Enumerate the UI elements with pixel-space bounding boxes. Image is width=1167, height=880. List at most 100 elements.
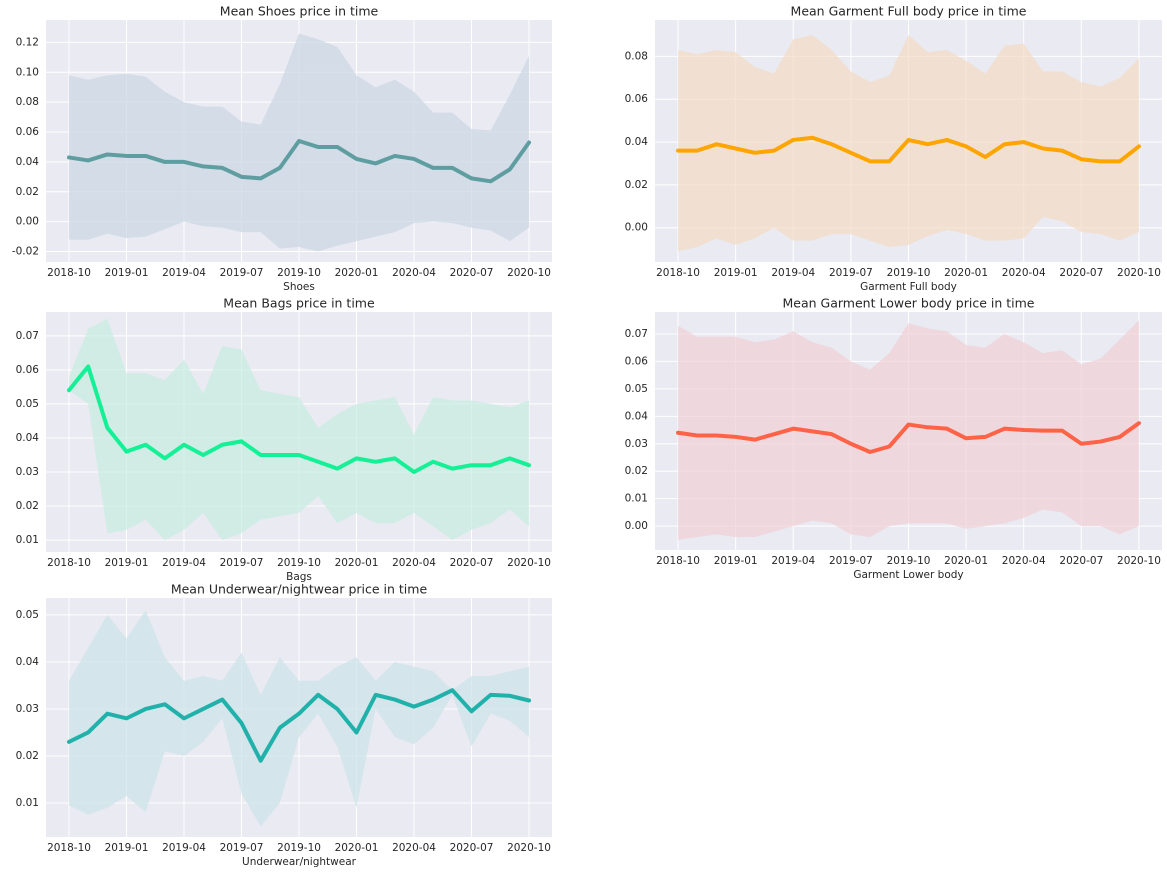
confidence-band: [69, 610, 529, 827]
y-tick-label: 0.08: [625, 50, 648, 62]
chart-title: Mean Shoes price in time: [220, 4, 379, 19]
x-tick-label: 2020-01: [944, 267, 988, 279]
y-tick-label: 0.02: [16, 186, 39, 198]
x-tick-label: 2018-10: [656, 267, 700, 279]
x-tick-label: 2020-07: [450, 557, 494, 569]
y-tick-label: 0.02: [16, 500, 39, 512]
x-tick-label: 2019-04: [771, 267, 815, 279]
x-tick-label: 2020-01: [335, 267, 379, 279]
confidence-band: [678, 320, 1139, 540]
y-tick-label: 0.05: [16, 609, 39, 621]
subplot: 0.00 0.01 0.02 0.03 0.04 0.05 0.06 0.07 2018-10 2…: [625, 296, 1162, 581]
y-tick-label: 0.00: [16, 216, 39, 228]
y-tick-label: 0.08: [16, 96, 39, 108]
subplot: 0.00 0.02 0.04 0.06 0.08 2018-10 2019-01 2019-0…: [625, 4, 1162, 293]
x-tick-label: 2018-10: [47, 267, 91, 279]
x-tick-label: 2019-04: [162, 557, 206, 569]
x-tick-label: 2019-07: [220, 557, 264, 569]
x-tick-label: 2019-10: [887, 267, 931, 279]
x-tick-label: 2020-01: [335, 557, 379, 569]
chart-title: Mean Underwear/nightwear price in time: [171, 582, 428, 597]
x-tick-label: 2019-07: [829, 267, 873, 279]
x-axis-label: Bags: [286, 571, 312, 583]
y-tick-label: 0.05: [16, 398, 39, 410]
y-tick-label: 0.05: [625, 383, 648, 395]
x-tick-label: 2018-10: [47, 842, 91, 854]
x-axis-label: Garment Full body: [860, 281, 957, 293]
chart-title: Mean Garment Full body price in time: [791, 4, 1027, 19]
x-tick-label: 2020-07: [450, 267, 494, 279]
x-tick-label: 2020-04: [392, 842, 436, 854]
x-tick-label: 2020-07: [450, 842, 494, 854]
y-tick-label: 0.06: [16, 364, 40, 376]
y-tick-label: 0.01: [625, 493, 648, 505]
y-tick-label: 0.07: [16, 330, 39, 342]
x-tick-label: 2019-07: [220, 267, 264, 279]
chart-title: Mean Garment Lower body price in time: [783, 296, 1035, 311]
x-tick-label: 2019-04: [162, 842, 206, 854]
x-axis-label: Shoes: [283, 281, 315, 293]
mean-line: [67, 139, 531, 184]
y-tick-label: 0.03: [16, 703, 39, 715]
subplot: 0.01 0.02 0.03 0.04 0.05 0.06 0.07 2018-10 2019-…: [16, 296, 552, 583]
mean-line: [67, 688, 531, 763]
y-tick-label: 0.04: [625, 136, 649, 148]
y-tick-label: -0.02: [12, 246, 39, 258]
y-tick-label: 0.10: [16, 66, 39, 78]
x-tick-label: 2019-07: [220, 842, 264, 854]
x-tick-label: 2020-10: [507, 267, 551, 279]
mean-line: [676, 135, 1141, 164]
y-tick-label: 0.06: [625, 93, 649, 105]
y-tick-label: 0.07: [625, 328, 648, 340]
x-tick-label: 2020-01: [335, 842, 379, 854]
y-tick-label: 0.06: [625, 355, 649, 367]
x-tick-label: 2019-01: [105, 842, 149, 854]
y-tick-label: 0.04: [625, 410, 649, 422]
x-tick-label: 2020-04: [1002, 555, 1046, 567]
y-tick-label: 0.02: [625, 465, 648, 477]
x-tick-label: 2019-10: [277, 842, 321, 854]
confidence-band: [678, 34, 1139, 252]
mean-line: [676, 421, 1141, 454]
x-axis-label: Garment Lower body: [853, 569, 963, 581]
x-tick-label: 2020-07: [1059, 555, 1103, 567]
y-tick-label: 0.00: [625, 222, 648, 234]
y-tick-label: 0.06: [16, 126, 40, 138]
x-tick-label: 2020-04: [1002, 267, 1046, 279]
x-tick-label: 2020-04: [392, 267, 436, 279]
chart-title: Mean Bags price in time: [223, 296, 375, 311]
subplot: -0.02 0.00 0.02 0.04 0.06 0.08 0.10 0.12 2018-10…: [12, 4, 552, 293]
x-tick-label: 2020-01: [944, 555, 988, 567]
x-tick-label: 2019-01: [105, 557, 149, 569]
x-tick-label: 2019-07: [829, 555, 873, 567]
x-axis-label: Underwear/nightwear: [242, 856, 357, 868]
y-tick-label: 0.03: [16, 466, 39, 478]
x-tick-label: 2020-10: [1117, 555, 1161, 567]
y-tick-label: 0.04: [16, 656, 40, 668]
confidence-band: [69, 318, 529, 541]
mean-line: [67, 364, 531, 474]
x-tick-label: 2018-10: [656, 555, 700, 567]
x-tick-label: 2019-10: [277, 557, 321, 569]
y-tick-label: 0.01: [16, 797, 39, 809]
subplot: 0.01 0.02 0.03 0.04 0.05 2018-10 2019-01 2019-0…: [16, 582, 552, 868]
x-tick-label: 2019-01: [105, 267, 149, 279]
y-tick-label: 0.04: [16, 156, 40, 168]
y-tick-label: 0.04: [16, 432, 40, 444]
y-tick-label: 0.12: [16, 36, 39, 48]
y-tick-label: 0.00: [625, 520, 648, 532]
y-tick-label: 0.02: [16, 750, 39, 762]
y-tick-label: 0.01: [16, 534, 39, 546]
y-tick-label: 0.03: [625, 438, 648, 450]
x-tick-label: 2019-10: [887, 555, 931, 567]
x-tick-label: 2019-04: [771, 555, 815, 567]
x-tick-label: 2020-10: [1117, 267, 1161, 279]
x-tick-label: 2020-10: [507, 842, 551, 854]
x-tick-label: 2020-07: [1059, 267, 1103, 279]
x-tick-label: 2019-01: [714, 555, 758, 567]
x-tick-label: 2019-10: [277, 267, 321, 279]
y-tick-label: 0.02: [625, 179, 648, 191]
x-tick-label: 2019-01: [714, 267, 758, 279]
x-tick-label: 2019-04: [162, 267, 206, 279]
